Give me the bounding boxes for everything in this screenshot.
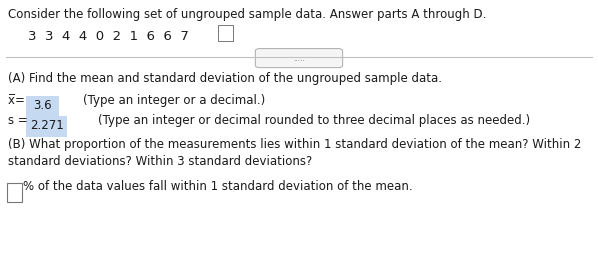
FancyBboxPatch shape	[218, 25, 233, 41]
Text: (B) What proportion of the measurements lies within 1 standard deviation of the : (B) What proportion of the measurements …	[8, 138, 581, 151]
FancyBboxPatch shape	[7, 183, 22, 202]
FancyBboxPatch shape	[26, 116, 67, 137]
Text: (Type an integer or decimal rounded to three decimal places as needed.): (Type an integer or decimal rounded to t…	[98, 114, 530, 127]
Text: (A) Find the mean and standard deviation of the ungrouped sample data.: (A) Find the mean and standard deviation…	[8, 72, 442, 85]
Text: .....: .....	[293, 53, 305, 63]
Text: standard deviations? Within 3 standard deviations?: standard deviations? Within 3 standard d…	[8, 155, 312, 168]
FancyBboxPatch shape	[255, 49, 343, 68]
Text: 2.271: 2.271	[30, 119, 63, 132]
Text: 3  3  4  4  0  2  1  6  6  7: 3 3 4 4 0 2 1 6 6 7	[28, 30, 189, 43]
FancyBboxPatch shape	[26, 96, 59, 116]
Text: % of the data values fall within 1 standard deviation of the mean.: % of the data values fall within 1 stand…	[23, 180, 413, 193]
Text: (Type an integer or a decimal.): (Type an integer or a decimal.)	[83, 94, 266, 107]
Text: 3.6: 3.6	[33, 99, 52, 112]
Text: Consider the following set of ungrouped sample data. Answer parts A through D.: Consider the following set of ungrouped …	[8, 8, 486, 21]
Text: x̅=: x̅=	[8, 94, 29, 107]
Text: s =: s =	[8, 114, 32, 127]
